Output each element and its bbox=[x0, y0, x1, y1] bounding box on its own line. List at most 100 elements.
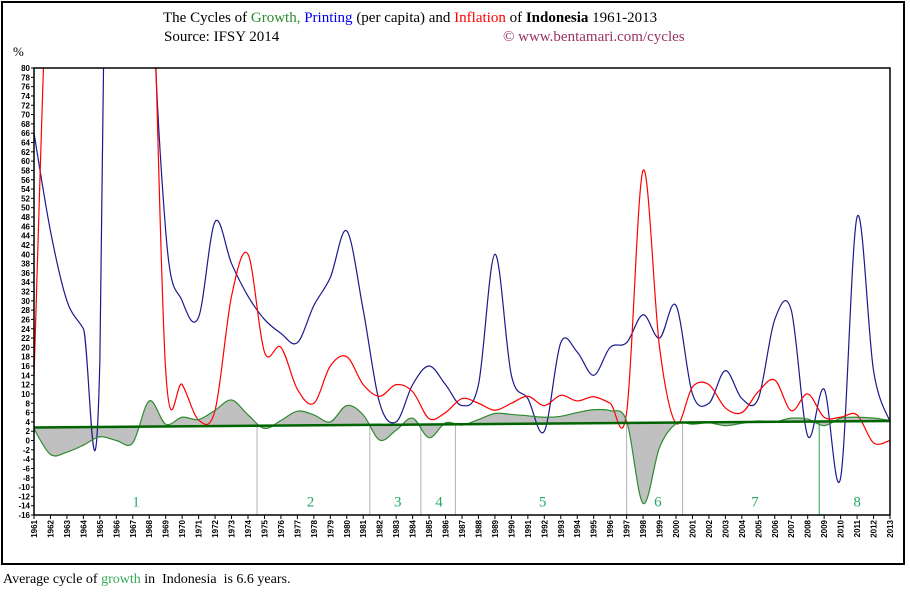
footer-suffix: in Indonesia is 6.6 years. bbox=[140, 572, 291, 587]
x-tick-label: 1992 bbox=[540, 519, 549, 537]
x-tick-label: 1969 bbox=[162, 519, 171, 537]
x-tick-label: 2004 bbox=[738, 519, 747, 537]
y-tick-label: -8 bbox=[23, 474, 31, 483]
y-tick-label: 18 bbox=[21, 353, 30, 362]
x-tick-label: 1982 bbox=[376, 519, 385, 537]
chart-title: The Cycles of Growth, Printing (per capi… bbox=[163, 10, 657, 27]
x-tick-label: 1983 bbox=[392, 519, 401, 537]
y-tick-label: 40 bbox=[21, 250, 30, 259]
title-mid: (per capita) and bbox=[352, 10, 455, 26]
y-tick-label: 48 bbox=[21, 213, 30, 222]
y-tick-label: 0 bbox=[26, 437, 31, 446]
x-tick-label: 1995 bbox=[590, 519, 599, 537]
y-tick-label: 4 bbox=[26, 418, 31, 427]
x-tick-label: 2010 bbox=[837, 519, 846, 537]
x-tick-label: 1986 bbox=[442, 519, 451, 537]
x-tick-label: 1963 bbox=[63, 519, 72, 537]
y-tick-label: -14 bbox=[18, 502, 30, 511]
y-tick-label: 58 bbox=[21, 166, 30, 175]
y-tick-label: 72 bbox=[21, 101, 30, 110]
y-tick-label: 20 bbox=[21, 343, 30, 352]
x-tick-label: 2000 bbox=[672, 519, 681, 537]
y-tick-label: 52 bbox=[21, 194, 30, 203]
y-tick-label: 30 bbox=[21, 297, 30, 306]
x-tick-label: 1975 bbox=[260, 519, 269, 537]
x-tick-label: 1991 bbox=[524, 519, 533, 537]
x-tick-label: 2013 bbox=[886, 519, 895, 537]
y-tick-label: 16 bbox=[21, 362, 30, 371]
x-tick-label: 1966 bbox=[112, 519, 121, 537]
x-tick-label: 1981 bbox=[359, 519, 368, 537]
x-tick-label: 1962 bbox=[46, 519, 55, 537]
cycle-label: 6 bbox=[654, 495, 662, 511]
y-tick-label: 32 bbox=[21, 288, 30, 297]
y-tick-label: 36 bbox=[21, 269, 30, 278]
x-tick-label: 1968 bbox=[145, 519, 154, 537]
y-tick-label: 46 bbox=[21, 222, 30, 231]
title-of: of bbox=[505, 10, 526, 26]
y-tick-label: 14 bbox=[21, 371, 30, 380]
x-tick-label: 2005 bbox=[754, 519, 763, 537]
chart-frame bbox=[1, 1, 905, 565]
x-tick-label: 1972 bbox=[211, 519, 220, 537]
cycle-label: 3 bbox=[394, 495, 402, 511]
y-axis-label: % bbox=[13, 44, 24, 59]
y-tick-label: 6 bbox=[26, 409, 31, 418]
title-country: Indonesia bbox=[525, 10, 589, 26]
y-tick-label: 44 bbox=[21, 232, 30, 241]
y-tick-label: 60 bbox=[21, 157, 30, 166]
x-tick-label: 2007 bbox=[787, 519, 796, 537]
copyright: © www.bentamari.com/cycles bbox=[503, 29, 685, 45]
x-tick-label: 1990 bbox=[507, 519, 516, 537]
y-tick-label: 28 bbox=[21, 306, 30, 315]
x-tick-label: 1999 bbox=[656, 519, 665, 537]
x-tick-label: 1993 bbox=[557, 519, 566, 537]
x-tick-label: 1971 bbox=[195, 519, 204, 537]
x-tick-label: 2008 bbox=[804, 519, 813, 537]
y-tick-label: 74 bbox=[21, 92, 30, 101]
footer-prefix: Average cycle of bbox=[3, 572, 102, 587]
title-prefix: The Cycles of bbox=[163, 10, 251, 26]
x-tick-label: 1974 bbox=[244, 519, 253, 537]
y-tick-label: 80 bbox=[21, 64, 30, 73]
footer-growth: growth bbox=[101, 572, 141, 587]
x-tick-label: 2003 bbox=[721, 519, 730, 537]
y-tick-label: 38 bbox=[21, 260, 30, 269]
x-tick-label: 1961 bbox=[30, 519, 39, 537]
title-inflation: Inflation bbox=[454, 10, 506, 26]
x-tick-label: 2006 bbox=[771, 519, 780, 537]
x-tick-label: 1967 bbox=[129, 519, 138, 537]
y-tick-label: 26 bbox=[21, 315, 30, 324]
y-tick-label: 76 bbox=[21, 83, 30, 92]
x-tick-label: 1989 bbox=[491, 519, 500, 537]
x-tick-label: 2001 bbox=[688, 519, 697, 537]
y-tick-label: 2 bbox=[26, 427, 31, 436]
y-tick-label: 42 bbox=[21, 241, 30, 250]
x-tick-label: 1997 bbox=[623, 519, 632, 537]
y-tick-label: 22 bbox=[21, 334, 30, 343]
y-tick-label: -16 bbox=[18, 511, 30, 520]
title-printing: Printing bbox=[304, 10, 353, 26]
x-tick-label: 1976 bbox=[277, 519, 286, 537]
x-tick-label: 1998 bbox=[639, 519, 648, 537]
y-tick-label: -2 bbox=[23, 446, 31, 455]
x-tick-label: 1964 bbox=[79, 519, 88, 537]
growth-line bbox=[34, 399, 890, 504]
cycle-label: 7 bbox=[751, 495, 759, 511]
x-tick-label: 2002 bbox=[705, 519, 714, 537]
y-tick-label: -6 bbox=[23, 464, 31, 473]
x-tick-label: 1985 bbox=[425, 519, 434, 537]
growth-trend-line bbox=[33, 419, 891, 429]
title-growth: Growth bbox=[250, 10, 297, 26]
x-tick-label: 1970 bbox=[178, 519, 187, 537]
growth-deviation-area bbox=[34, 399, 890, 504]
x-tick-label: 1988 bbox=[474, 519, 483, 537]
title-comma: , bbox=[296, 10, 301, 26]
y-tick-label: 10 bbox=[21, 390, 30, 399]
y-tick-label: 78 bbox=[21, 73, 30, 82]
x-tick-label: 1979 bbox=[326, 519, 335, 537]
cycle-label: 8 bbox=[853, 495, 861, 511]
y-tick-label: -12 bbox=[18, 492, 30, 501]
y-tick-label: 66 bbox=[21, 129, 30, 138]
